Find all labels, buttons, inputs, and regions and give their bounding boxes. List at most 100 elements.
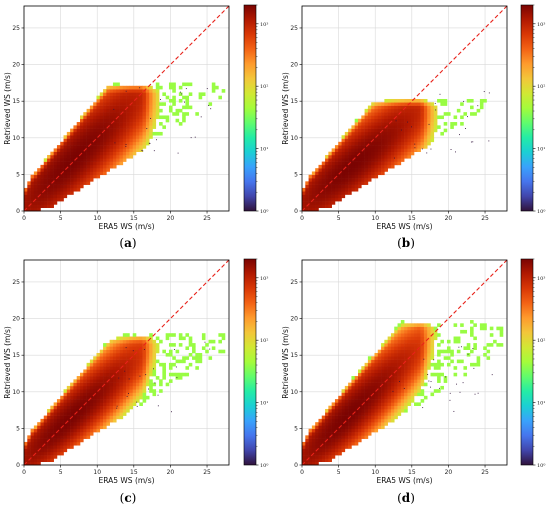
density-cell bbox=[404, 141, 408, 146]
outlier-point bbox=[136, 401, 138, 403]
density-cell bbox=[414, 349, 418, 354]
density-cell bbox=[390, 376, 395, 380]
density-cell bbox=[106, 118, 110, 123]
density-cell bbox=[407, 329, 412, 334]
density-cell bbox=[404, 382, 408, 387]
density-cell bbox=[119, 402, 124, 406]
density-cell bbox=[341, 418, 346, 423]
density-cell bbox=[351, 138, 356, 143]
density-cell bbox=[56, 151, 61, 156]
colorbar bbox=[520, 4, 534, 212]
density-cell bbox=[149, 112, 153, 116]
density-cell bbox=[367, 151, 372, 156]
density-cell bbox=[417, 138, 421, 143]
density-cell bbox=[420, 98, 425, 103]
density-cell bbox=[139, 369, 143, 374]
density-cell bbox=[43, 458, 48, 463]
density-cell bbox=[165, 336, 170, 341]
density-cell bbox=[387, 395, 392, 400]
density-cell bbox=[387, 402, 392, 406]
density-cell bbox=[476, 356, 481, 360]
density-cell bbox=[344, 408, 349, 413]
density-cell bbox=[96, 405, 101, 410]
density-cell bbox=[423, 135, 428, 139]
density-cell bbox=[178, 92, 183, 96]
density-cell bbox=[139, 389, 143, 393]
density-cell bbox=[103, 145, 107, 149]
density-cell bbox=[351, 145, 356, 149]
density-cell bbox=[89, 135, 94, 139]
density-cell bbox=[76, 128, 81, 133]
density-cell bbox=[96, 369, 101, 374]
density-cell bbox=[437, 366, 441, 370]
density-cell bbox=[430, 343, 435, 347]
density-cell bbox=[83, 385, 87, 390]
density-cell bbox=[112, 85, 117, 90]
density-cell bbox=[83, 422, 87, 426]
density-cell bbox=[103, 356, 107, 360]
density-cell bbox=[364, 366, 369, 370]
density-cell bbox=[351, 187, 356, 192]
density-cell bbox=[80, 418, 84, 423]
density-cell bbox=[83, 372, 87, 377]
density-cell bbox=[348, 405, 352, 410]
density-cell bbox=[308, 441, 313, 446]
density-cell bbox=[47, 168, 51, 172]
density-cell bbox=[63, 405, 68, 410]
density-cell bbox=[463, 329, 468, 334]
density-cell bbox=[80, 135, 84, 139]
density-cell bbox=[66, 168, 71, 172]
density-cell bbox=[86, 171, 91, 176]
density-cell bbox=[420, 389, 425, 393]
density-cell bbox=[50, 412, 54, 416]
density-cell bbox=[358, 372, 362, 377]
density-cell bbox=[437, 323, 441, 327]
density-cell bbox=[423, 343, 428, 347]
outlier-point bbox=[472, 141, 474, 143]
density-cell bbox=[400, 343, 405, 347]
outlier-point bbox=[477, 105, 479, 107]
density-cell bbox=[76, 405, 81, 410]
density-cell bbox=[37, 432, 41, 436]
density-cell bbox=[89, 405, 94, 410]
density-cell bbox=[384, 366, 388, 370]
density-cell bbox=[381, 164, 385, 169]
density-cell bbox=[384, 164, 388, 169]
density-cell bbox=[152, 95, 157, 100]
density-cell bbox=[318, 197, 323, 202]
density-cell bbox=[334, 445, 339, 449]
density-cell bbox=[377, 395, 382, 400]
density-cell bbox=[30, 197, 35, 202]
density-cell bbox=[400, 135, 405, 139]
density-cell bbox=[414, 148, 418, 152]
outlier-point bbox=[208, 104, 210, 106]
density-cell bbox=[188, 362, 193, 367]
density-cell bbox=[371, 174, 375, 179]
x-tick-label: 25 bbox=[481, 215, 489, 222]
density-cell bbox=[152, 389, 157, 393]
density-cell bbox=[361, 379, 365, 383]
density-cell bbox=[364, 138, 369, 143]
density-cell bbox=[103, 118, 107, 123]
density-cell bbox=[390, 359, 395, 364]
density-cell bbox=[328, 445, 332, 449]
density-cell bbox=[430, 352, 435, 357]
outlier-point bbox=[128, 378, 130, 380]
density-cell bbox=[348, 418, 352, 423]
density-cell bbox=[215, 85, 219, 90]
density-cell bbox=[73, 135, 78, 139]
density-cell bbox=[331, 158, 336, 162]
density-cell bbox=[129, 399, 134, 403]
density-cell bbox=[479, 98, 484, 103]
density-cell bbox=[122, 376, 127, 380]
density-cell bbox=[338, 174, 342, 179]
density-cell bbox=[109, 385, 114, 390]
density-cell bbox=[433, 362, 438, 367]
density-cell bbox=[358, 118, 362, 123]
density-cell bbox=[420, 138, 425, 143]
density-cell bbox=[328, 408, 332, 413]
y-tick-label: 5 bbox=[16, 171, 20, 178]
density-cell bbox=[139, 336, 143, 341]
density-cell bbox=[109, 135, 114, 139]
density-cell bbox=[308, 461, 313, 466]
